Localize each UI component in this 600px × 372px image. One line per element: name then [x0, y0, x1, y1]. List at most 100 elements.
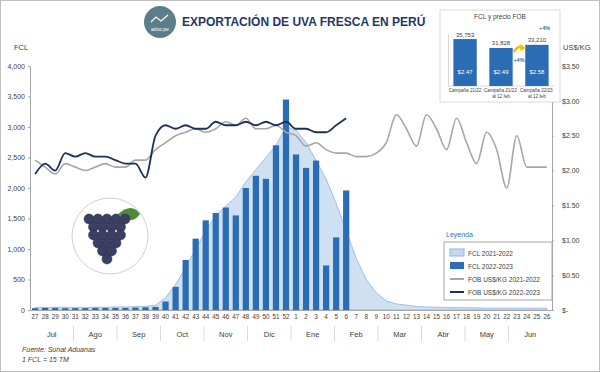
x-tick: 9	[375, 313, 379, 320]
x-tick-label: 4	[324, 313, 328, 320]
month-label: Feb	[350, 330, 363, 339]
legend-label: FOB US$/KG 2022-2023	[468, 289, 540, 296]
chart-root: adoc.peEXPORTACIÓN DE UVA FRESCA EN PERÚ…	[0, 0, 600, 372]
bar	[112, 308, 118, 310]
axis-line	[30, 67, 31, 311]
bar	[233, 215, 239, 310]
x-tick: 24	[523, 313, 531, 320]
x-tick-label: 44	[202, 313, 210, 320]
x-tick: 48	[242, 313, 250, 320]
y2-tick-label: $2.00	[562, 167, 580, 174]
x-tick: 49	[252, 313, 260, 320]
bar	[313, 161, 319, 310]
inset-chart: FCL y precio FOB35,75331,82833,210$2.47$…	[440, 10, 560, 102]
x-tick-label: 45	[212, 313, 220, 320]
x-tick: 8	[365, 313, 369, 320]
source-note: Fuente: Sunat Aduanas	[22, 346, 96, 353]
x-tick-label: 20	[483, 313, 491, 320]
y-tick: 1,500	[7, 215, 30, 222]
x-tick-label: 52	[282, 313, 290, 320]
bar	[82, 308, 88, 310]
x-tick-label: 2	[304, 313, 308, 320]
y-tick-line	[28, 280, 30, 281]
x-tick-label: 21	[493, 313, 501, 320]
inset-bars	[453, 39, 548, 86]
bar	[92, 308, 98, 310]
x-tick-label: 16	[443, 313, 451, 320]
axis-line	[448, 35, 449, 87]
bar	[203, 220, 209, 310]
bar	[132, 308, 138, 310]
y2-tick-label: $1.50	[562, 202, 580, 209]
y-tick-label: 2,500	[7, 154, 25, 161]
y-axis: 05001,0001,5002,0002,5003,0003,5004,000	[7, 63, 30, 314]
x-tick-label: 33	[92, 313, 100, 320]
grape-decoration	[72, 198, 148, 274]
y2-tick: $0.50	[552, 272, 580, 279]
bar	[42, 308, 48, 310]
x-tick-label: 17	[453, 313, 461, 320]
y-tick-label: 500	[13, 276, 25, 283]
y2-tick-label: $-	[562, 307, 569, 314]
y-tick-line	[28, 127, 30, 128]
x-tick-label: 40	[162, 313, 170, 320]
title: EXPORTACIÓN DE UVA FRESCA EN PERÚ	[182, 14, 425, 29]
x-tick: 38	[142, 313, 150, 320]
legend-swatch	[450, 262, 464, 269]
x-tick: 41	[172, 313, 180, 320]
x-tick-label: 46	[222, 313, 230, 320]
bar	[243, 188, 249, 310]
bar	[32, 308, 38, 310]
x-tick-label: 10	[383, 313, 391, 320]
x-tick: 29	[52, 313, 60, 320]
x-tick-label: 34	[102, 313, 110, 320]
legend: LeyendaFCL 2021-2022FCL 2022-2023FOB US$…	[444, 231, 552, 300]
x-tick-label: 15	[433, 313, 441, 320]
bar	[152, 307, 158, 310]
y-tick: 3,000	[7, 124, 30, 131]
month-label: Jun	[524, 330, 536, 339]
x-tick: 36	[122, 313, 130, 320]
x-tick: 47	[232, 313, 240, 320]
y2-tick: $1.50	[552, 202, 580, 209]
y-tick-line	[28, 249, 30, 250]
x-tick-label: 18	[463, 313, 471, 320]
x-tick: 26	[543, 313, 551, 320]
x-tick-label: 31	[72, 313, 80, 320]
y2-tick-line	[552, 240, 554, 241]
bar	[343, 190, 349, 310]
y2-tick: $-	[552, 307, 569, 314]
x-tick-label: 5	[334, 313, 338, 320]
y-tick-line	[28, 310, 30, 311]
logo-circle	[144, 6, 176, 38]
x-tick-label: 25	[533, 313, 541, 320]
bar	[263, 179, 269, 310]
month-separator	[204, 326, 205, 341]
inset-data-label: 35,753	[456, 32, 475, 38]
x-tick: 44	[202, 313, 210, 320]
y-tick-line	[28, 66, 30, 67]
y-tick: 0	[21, 307, 30, 314]
y-tick: 4,000	[7, 63, 30, 70]
x-tick: 1	[294, 313, 298, 320]
x-tick: 3	[314, 313, 318, 320]
bar	[183, 260, 189, 310]
bar	[193, 239, 199, 310]
x-tick: 20	[483, 313, 491, 320]
inset-data-label: 31,828	[492, 40, 511, 46]
line	[35, 118, 346, 177]
x-tick: 15	[433, 313, 441, 320]
x-tick: 28	[42, 313, 50, 320]
x-tick-label: 47	[232, 313, 240, 320]
y-tick-label: 3,000	[7, 124, 25, 131]
bar	[303, 168, 309, 310]
x-tick: 14	[423, 313, 431, 320]
month-label: Oct	[176, 330, 189, 339]
month-separator	[334, 326, 335, 341]
x-tick-label: 36	[122, 313, 130, 320]
month-separator	[291, 326, 292, 341]
x-tick-label: 30	[62, 313, 70, 320]
x-tick-label: 48	[242, 313, 250, 320]
bar	[102, 308, 108, 310]
x-tick: 18	[463, 313, 471, 320]
